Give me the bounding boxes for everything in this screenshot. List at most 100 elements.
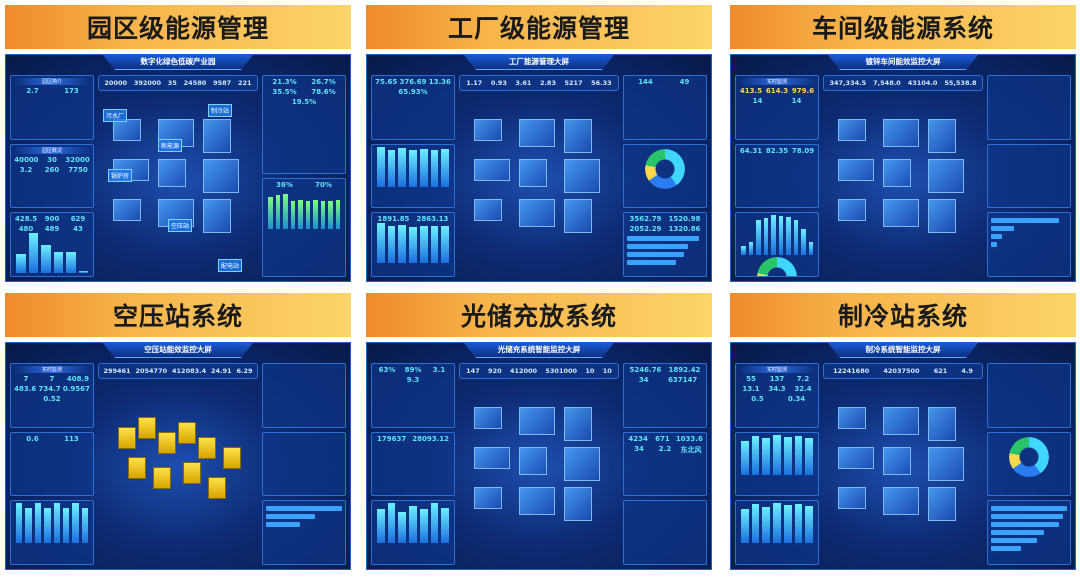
- panel-values: 63% 89% 3.1 9.3: [375, 366, 451, 384]
- map-label: 制冷站: [208, 104, 233, 117]
- building-block: [838, 119, 866, 141]
- kpi-value: 7,548.0: [873, 79, 901, 87]
- kpi-strip: 299461 2054770 412083.4 24.91 6.29: [98, 363, 258, 379]
- info-panel: 5246.76 1892.42 34 637147: [623, 363, 707, 428]
- metric-value: 63%: [378, 366, 396, 374]
- bar-mark: [756, 219, 761, 256]
- metric-value: 30: [47, 155, 57, 164]
- metric-value: 2.7: [26, 87, 39, 95]
- panel-values: 40000 30 32000 3.2 260 7750: [14, 156, 90, 174]
- metric-value: 900: [44, 215, 60, 224]
- metric-value: 28093.12: [412, 434, 449, 443]
- metric-value: 113: [64, 434, 79, 443]
- right-panel-column: 144 49 3562.79 1520.98 2052.29 1320.86: [623, 75, 707, 278]
- metric-value: 26.7%: [311, 78, 336, 86]
- metric-value: 13.36: [428, 78, 451, 86]
- kpi-value: 412083.4: [172, 367, 207, 375]
- bar-mark: [377, 509, 385, 544]
- bar-mark: [741, 440, 749, 475]
- bar-mark: [16, 254, 26, 274]
- building-block: [564, 487, 592, 521]
- metric-value: 7.2: [796, 375, 810, 383]
- bar-chart: [375, 146, 451, 187]
- building-block: [519, 407, 555, 435]
- left-panel-column: 75.65 376.69 13.36 65.93% 1891.85 2863.13: [371, 75, 455, 278]
- compressor-unit: [153, 467, 171, 489]
- info-panel: [987, 500, 1071, 566]
- bar-mark: [783, 505, 792, 544]
- bar-mark: [419, 148, 428, 187]
- metric-value: 49: [679, 78, 690, 86]
- metric-value: 4234: [628, 434, 648, 443]
- bar-mark: [377, 146, 385, 187]
- metric-value: 70%: [315, 181, 332, 189]
- bar-mark: [320, 201, 325, 229]
- bar-mark: [748, 242, 753, 256]
- building-block: [474, 199, 502, 221]
- building-block: [113, 199, 141, 221]
- metric-value: 14: [752, 97, 763, 105]
- bar-chart: [739, 215, 815, 256]
- building-block: [883, 447, 911, 475]
- building-block: [564, 119, 592, 153]
- bar-mark: [53, 252, 63, 274]
- bar-mark: [773, 503, 781, 544]
- bar-mark: [387, 503, 396, 544]
- bar-mark: [268, 197, 273, 229]
- bar-chart: [266, 189, 342, 229]
- metric-value: 1033.6: [675, 434, 703, 443]
- building-block: [883, 199, 919, 227]
- info-panel: 179637 28093.12: [371, 431, 455, 497]
- kpi-value: 299461: [103, 367, 131, 375]
- kpi-value: 56.33: [591, 79, 612, 87]
- horizontal-bar-mark: [627, 252, 684, 258]
- compressor-unit: [183, 462, 201, 484]
- horizontal-bar-mark: [991, 218, 1060, 224]
- building-block: [564, 447, 600, 481]
- panel-title: 园区简介: [14, 78, 90, 85]
- building-block: [883, 119, 919, 147]
- building-block: [564, 159, 600, 193]
- center-area: 12241680 42037500 621 4.9: [823, 363, 983, 565]
- horizontal-bar-mark: [266, 522, 301, 528]
- metric-value: 14: [791, 97, 802, 105]
- info-panel: 428.5 900 629 480 489 43: [10, 212, 94, 278]
- left-panel-column: 实时监测 55 137 7.2 13.1 34.3 32.4 0.5 0.34: [735, 363, 819, 566]
- building-block: [519, 487, 555, 515]
- metric-value: 75.65: [375, 78, 398, 86]
- kpi-value: 621: [933, 367, 948, 375]
- building-block: [474, 159, 510, 181]
- bar-mark: [763, 217, 768, 256]
- module-card: 车间级能源系统 镀锌车间能效监控大屏 实时监测 413.5 614.3 979.6 14 14…: [730, 5, 1076, 282]
- metric-value: 144: [638, 78, 653, 86]
- bar-mark: [387, 149, 396, 187]
- bar-mark: [808, 242, 813, 256]
- map-label: 空压站: [168, 219, 193, 232]
- horizontal-bar-mark: [991, 514, 1064, 520]
- bar-mark: [409, 226, 417, 264]
- building-block: [928, 487, 956, 521]
- info-panel: [371, 500, 455, 566]
- bar-mark: [771, 215, 776, 256]
- compressor-unit: [208, 477, 226, 499]
- metric-value: 260: [44, 165, 60, 174]
- bar-mark: [805, 506, 814, 544]
- screen-title: 空压站能效监控大屏: [103, 343, 253, 358]
- metric-value: 179637: [377, 434, 407, 443]
- info-panel: [987, 212, 1071, 278]
- bar-mark: [778, 216, 783, 256]
- building-block: [838, 199, 866, 221]
- bar-mark: [290, 201, 295, 229]
- building-block: [474, 407, 502, 429]
- metric-value: 734.7: [38, 385, 61, 393]
- bar-mark: [419, 509, 428, 544]
- kpi-strip: 12241680 42037500 621 4.9: [823, 363, 983, 379]
- kpi-value: 42037500: [883, 367, 920, 375]
- bar-mark: [783, 436, 792, 475]
- metric-value: 1520.98: [668, 215, 701, 224]
- screen-title: 镀锌车间能效监控大屏: [828, 55, 978, 70]
- info-panel: [987, 363, 1071, 428]
- building-block: [203, 159, 239, 193]
- map-label: 配电站: [218, 259, 243, 272]
- metric-value: 13.1: [742, 385, 760, 393]
